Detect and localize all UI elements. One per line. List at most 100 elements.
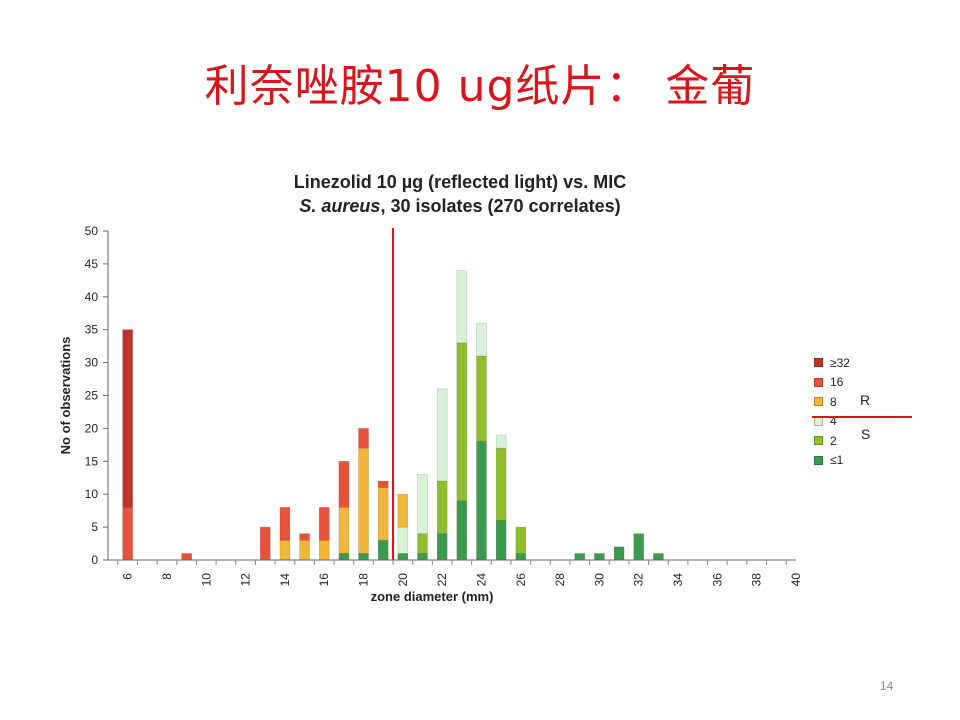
bar-segment [476, 355, 487, 442]
bar-segment [358, 428, 369, 449]
x-tick-label: 32 [632, 573, 646, 587]
y-tick-label: 15 [85, 454, 99, 468]
x-tick-label: 22 [435, 573, 449, 587]
bar-segment [574, 553, 586, 561]
bar-segment [318, 539, 330, 561]
bar-segment [122, 507, 133, 561]
x-tick-label: 12 [239, 573, 253, 587]
bar-segment [476, 322, 487, 357]
x-tick-label: 8 [160, 573, 174, 580]
x-tick-label: 14 [278, 573, 292, 587]
bar-segment [456, 270, 468, 344]
y-tick-label: 25 [85, 389, 99, 403]
y-axis-title: No of observations [58, 337, 73, 455]
legend-item: ≥32 [814, 353, 850, 373]
axes-layer: 0 5 10 15 20 25 30 35 40 45 50 6 8 10 12 14 16 18 20 22 24 26… [58, 224, 803, 604]
bar-segment [318, 507, 330, 541]
bar-segment [633, 533, 645, 561]
bars-layer [122, 228, 664, 561]
bar-segment [338, 460, 350, 508]
x-tick-label: 28 [553, 573, 567, 587]
legend-label: 8 [830, 394, 837, 409]
x-tick-label: 40 [789, 573, 803, 587]
legend-label: 2 [830, 433, 837, 448]
y-tick-label: 20 [85, 421, 99, 435]
bar-segment [417, 533, 428, 554]
x-tick-label: 20 [396, 573, 410, 587]
bar-segment [456, 500, 468, 561]
y-tick-label: 45 [85, 257, 99, 271]
x-tick-label: 10 [199, 573, 213, 587]
x-tick-label: 6 [121, 573, 135, 580]
bar-segment [279, 507, 291, 541]
bar-segment [279, 539, 291, 561]
bar-segment [259, 526, 271, 561]
x-tick-label: 34 [671, 573, 685, 587]
bar-segment [495, 520, 507, 561]
x-axis-title: zone diameter (mm) [371, 589, 494, 604]
legend-label: 16 [830, 375, 844, 390]
y-tick-label: 0 [91, 553, 98, 567]
legend-swatch [814, 416, 823, 426]
bar-segment [417, 474, 428, 534]
bar-segment [377, 480, 389, 488]
y-tick-label: 30 [85, 356, 99, 370]
legend-item: ≤1 [814, 451, 850, 471]
legend-swatch [814, 397, 823, 407]
legend-item: 8 [814, 392, 850, 412]
legend-swatch [814, 436, 823, 446]
susceptible-label: S [861, 426, 871, 442]
bar-segment [377, 539, 389, 561]
legend-swatch [814, 358, 823, 368]
bar-segment [299, 539, 310, 561]
resistant-label: R [860, 392, 871, 408]
legend-label: ≤1 [830, 453, 844, 468]
x-tick-label: 38 [750, 573, 764, 587]
bar-segment [515, 553, 527, 561]
bar-segment [436, 480, 448, 534]
bar-segment [495, 434, 507, 449]
x-tick-label: 36 [710, 573, 724, 587]
legend: ≥32 16 8 4 2 ≤1 [814, 353, 850, 470]
chart-title: Linezolid 10 µg (reflected light) vs. MI… [100, 170, 820, 218]
legend-item: 16 [814, 373, 850, 393]
chart-title-line2: S. aureus, 30 isolates (270 correlates) [100, 194, 820, 218]
legend-label: 4 [830, 414, 837, 429]
bar-segment [181, 553, 192, 561]
x-tick-label: 30 [592, 573, 606, 587]
bar-segment [613, 546, 625, 561]
bar-segment [299, 533, 310, 541]
bar-segment [358, 447, 369, 554]
page-number: 14 [880, 679, 894, 693]
y-tick-label: 35 [85, 323, 99, 337]
chart-title-line1: Linezolid 10 µg (reflected light) vs. MI… [293, 172, 627, 192]
legend-item: 2 [814, 431, 850, 451]
y-tick-label: 50 [85, 224, 99, 238]
legend-item: 4 [814, 412, 850, 432]
bar-segment [476, 441, 487, 561]
bar-segment [358, 553, 369, 561]
x-tick-label: 18 [357, 573, 371, 587]
y-tick-label: 5 [91, 520, 98, 534]
legend-swatch [814, 377, 823, 387]
bar-segment [436, 388, 448, 482]
chart-title-isolates: , 30 isolates (270 correlates) [380, 196, 621, 216]
bar-segment [377, 487, 389, 541]
resistant-susceptible-divider [812, 416, 912, 418]
bar-segment [594, 553, 605, 561]
bar-segment [338, 553, 350, 561]
y-tick-label: 40 [85, 290, 99, 304]
bar-segment [397, 553, 409, 561]
chart-title-organism: S. aureus [299, 196, 381, 216]
bar-segment [122, 329, 133, 508]
legend-swatch [814, 455, 823, 465]
bar-segment [515, 526, 527, 554]
bar-segment [417, 553, 428, 561]
legend-label: ≥32 [830, 355, 850, 370]
bar-segment [436, 533, 448, 561]
bar-segment [456, 342, 468, 502]
x-tick-label: 16 [317, 573, 331, 587]
bar-segment [653, 553, 664, 561]
bar-segment [397, 526, 409, 554]
